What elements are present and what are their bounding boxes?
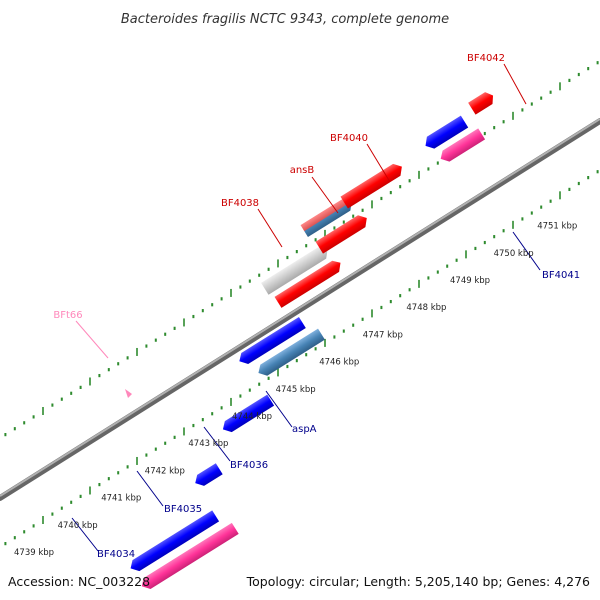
- scale-tick-label: 4741 kbp: [101, 494, 141, 504]
- scale-tick-label: 4749 kbp: [450, 276, 490, 286]
- leader-BFt66: [75, 320, 109, 359]
- scale-tick-labels: 4739 kbp 4740 kbp 4741 kbp 4742 kbp 4743 kbp…: [14, 222, 577, 558]
- label-BF4040: BF4040: [330, 133, 368, 144]
- scale-tick-label: 4748 kbp: [406, 303, 446, 313]
- scale-tick-label: 4746 kbp: [319, 358, 359, 368]
- leader-BF4038: [257, 208, 283, 248]
- reverse-genes: [127, 115, 486, 592]
- label-aspA: aspA: [292, 424, 317, 435]
- gene-arrow-aspA[interactable]: [255, 328, 325, 379]
- gene-arrow-BF4034[interactable]: [139, 522, 239, 592]
- reverse-tick-track: [4, 170, 599, 546]
- leader-BF4041: [512, 231, 541, 271]
- label-BF4042: BF4042: [467, 53, 505, 64]
- gene-arrow-BF4036-small[interactable]: [192, 463, 223, 489]
- gene-arrow-BF4040-lower[interactable]: [315, 212, 371, 254]
- gene-arrow-BF4040[interactable]: [340, 161, 405, 209]
- leader-ansB: [311, 176, 339, 214]
- genome-summary-text: Topology: circular; Length: 5,205,140 bp…: [246, 574, 590, 589]
- label-leaders: [71, 63, 541, 552]
- label-BF4034: BF4034: [97, 549, 135, 560]
- label-BF4035: BF4035: [164, 504, 202, 515]
- leader-BF4034: [71, 517, 99, 552]
- gene-arrow-BF4035[interactable]: [127, 510, 220, 574]
- scale-tick-label: 4750 kbp: [494, 249, 534, 259]
- genome-title: Bacteroides fragilis NCTC 9343, complete…: [121, 12, 449, 27]
- gene-arrow-BF4038[interactable]: [274, 258, 345, 308]
- gene-arrow-aspA-blue[interactable]: [236, 316, 306, 367]
- label-BF4041: BF4041: [542, 270, 580, 281]
- accession-text: Accession: NC_003228: [8, 574, 150, 589]
- scale-tick-label: 4743 kbp: [188, 439, 228, 449]
- label-BFt66: BFt66: [53, 310, 82, 321]
- gene-arrow-BF4038-gray[interactable]: [261, 244, 331, 295]
- gene-arrow-ansB[interactable]: [300, 196, 356, 238]
- label-BF4036: BF4036: [230, 460, 268, 471]
- scale-tick-label: 4744 kbp: [232, 412, 272, 422]
- scale-tick-label: 4745 kbp: [276, 385, 316, 395]
- genome-backbone: [0, 118, 600, 501]
- forward-tick-track: [4, 61, 599, 437]
- leader-aspA: [265, 390, 293, 428]
- forward-genes: [261, 90, 497, 308]
- scale-tick-label: 4739 kbp: [14, 548, 54, 558]
- gene-arrow-BF4036[interactable]: [220, 394, 275, 436]
- genome-backbone-highlight: [0, 118, 600, 497]
- label-BF4038: BF4038: [221, 198, 259, 209]
- label-ansB: ansB: [290, 165, 315, 176]
- leader-BF4042: [503, 63, 527, 105]
- gene-arrow-BF4042[interactable]: [468, 90, 497, 115]
- scale-tick-label: 4740 kbp: [58, 521, 98, 531]
- rna-marker-BFt66[interactable]: [125, 389, 132, 398]
- scale-tick-label: 4742 kbp: [145, 466, 185, 476]
- leader-BF4035: [136, 470, 164, 507]
- leader-BF4036: [203, 426, 231, 462]
- gene-arrow-BF4041[interactable]: [422, 115, 469, 152]
- scale-tick-label: 4751 kbp: [537, 222, 577, 232]
- scale-tick-label: 4747 kbp: [363, 330, 403, 340]
- leader-BF4040: [366, 143, 391, 183]
- gene-arrow-BF4041-pink[interactable]: [437, 128, 486, 164]
